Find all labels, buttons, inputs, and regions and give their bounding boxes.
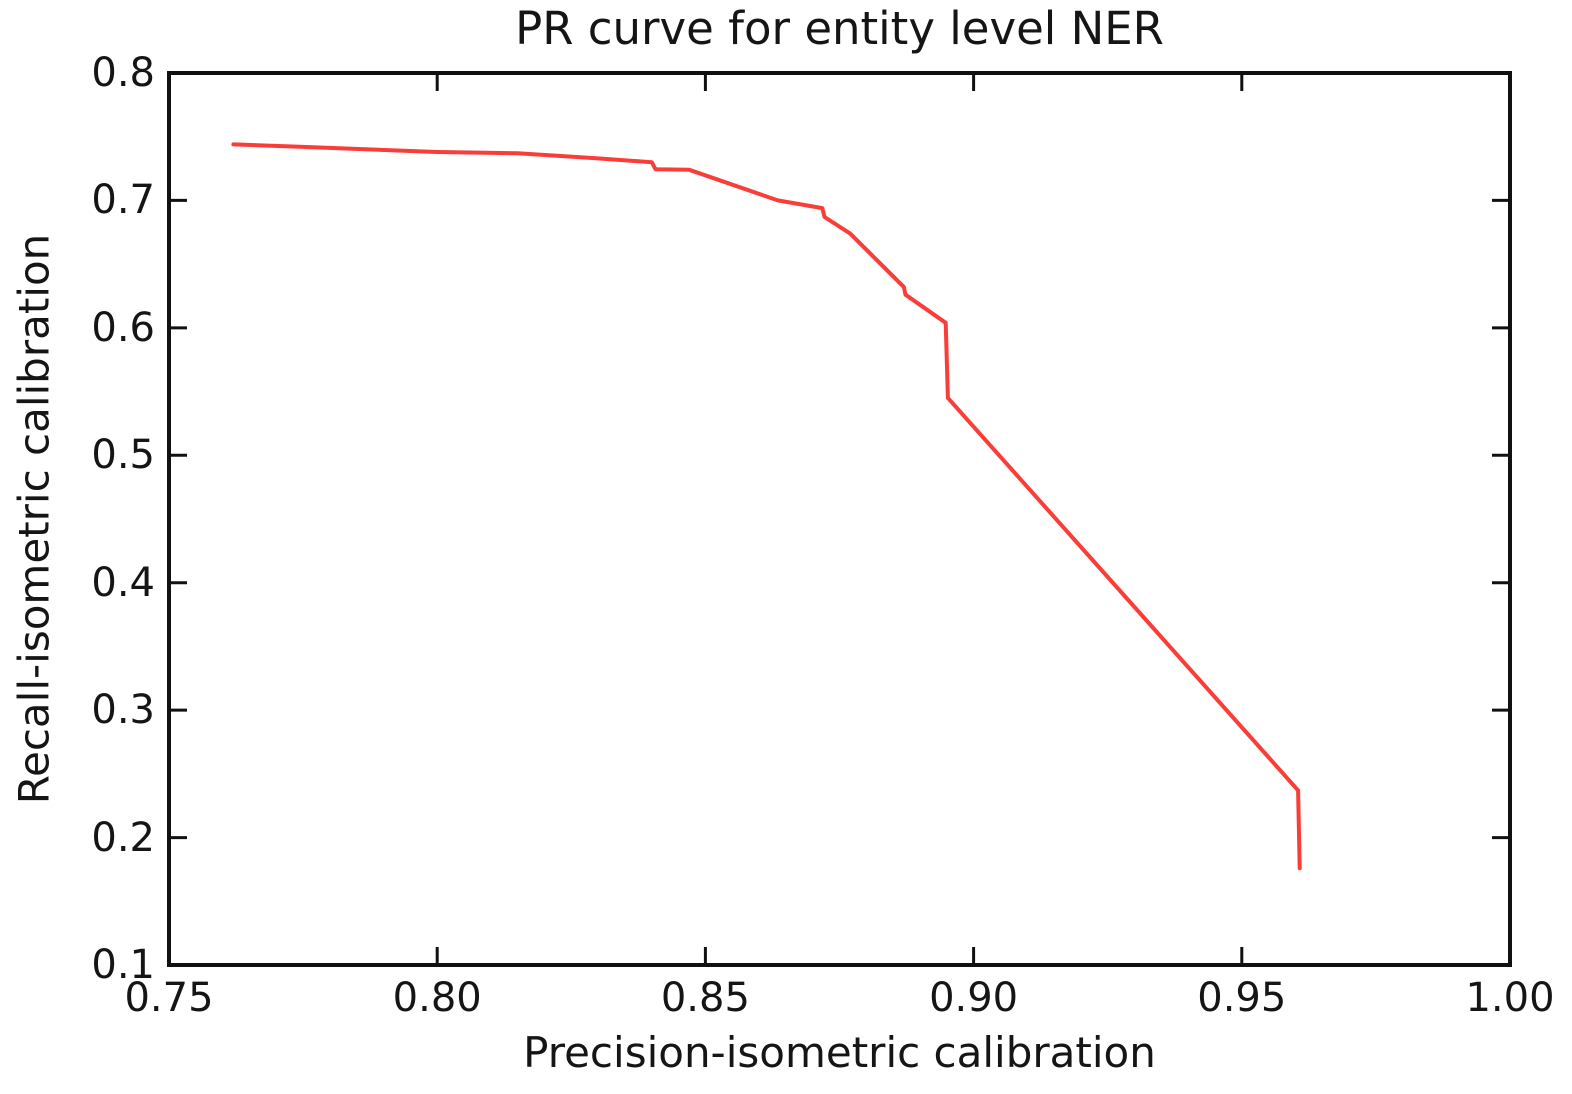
y-tick-label: 0.7 [91, 177, 155, 224]
x-tick-label: 0.90 [929, 975, 1019, 1021]
y-tick-label: 0.5 [91, 432, 155, 479]
x-tick-label: 0.75 [124, 975, 214, 1021]
y-tick-label: 0.2 [91, 814, 155, 861]
y-tick-label: 0.1 [91, 942, 155, 988]
x-tick-label: 1.00 [1465, 975, 1555, 1021]
y-tick-label: 0.6 [91, 304, 155, 351]
x-tick-label: 0.85 [660, 975, 750, 1021]
axes-frame [167, 71, 1512, 967]
y-tick-label: 0.8 [91, 50, 155, 96]
x-axis-label: Precision-isometric calibration [523, 1028, 1156, 1077]
x-tick-label: 0.80 [392, 975, 482, 1021]
pr-curve-line [231, 142, 1302, 871]
y-tick-label: 0.4 [91, 559, 155, 606]
x-tick-label: 0.95 [1197, 975, 1287, 1021]
y-tick-label: 0.3 [91, 687, 155, 734]
chart-title: PR curve for entity level NER [515, 2, 1164, 55]
